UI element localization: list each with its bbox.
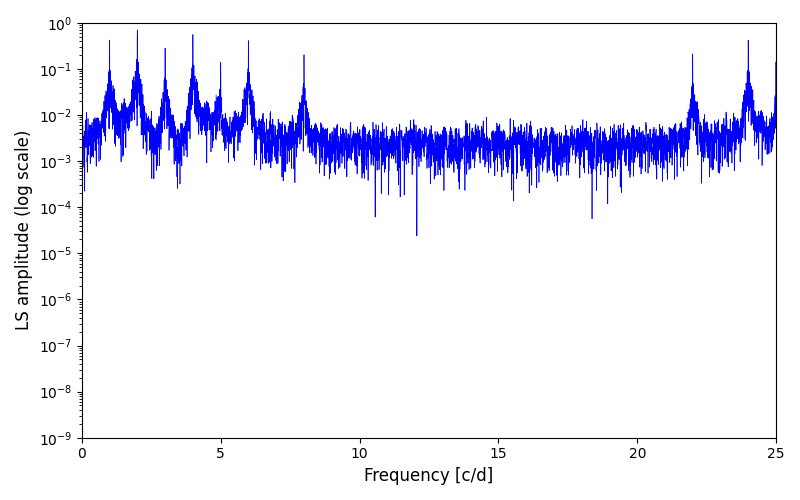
Y-axis label: LS amplitude (log scale): LS amplitude (log scale)	[15, 130, 33, 330]
X-axis label: Frequency [c/d]: Frequency [c/d]	[364, 467, 494, 485]
